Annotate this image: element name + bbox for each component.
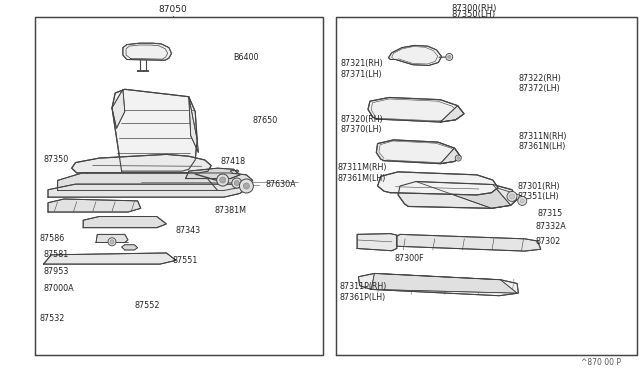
Text: 87532: 87532 xyxy=(40,314,65,323)
Text: 87311N(RH)
87361N(LH): 87311N(RH) 87361N(LH) xyxy=(518,132,567,151)
Polygon shape xyxy=(357,234,397,251)
Text: 87050: 87050 xyxy=(159,5,187,14)
Polygon shape xyxy=(398,182,517,208)
Polygon shape xyxy=(371,273,517,293)
Circle shape xyxy=(457,157,460,159)
Circle shape xyxy=(243,183,250,189)
Text: 87322(RH)
87372(LH): 87322(RH) 87372(LH) xyxy=(518,74,561,93)
Polygon shape xyxy=(44,253,176,264)
Circle shape xyxy=(507,192,517,201)
Text: 87551: 87551 xyxy=(173,256,198,265)
Circle shape xyxy=(220,177,226,183)
Text: 87311P(RH)
87361P(LH): 87311P(RH) 87361P(LH) xyxy=(339,282,387,302)
Circle shape xyxy=(448,55,451,58)
Text: 87311M(RH)
87361M(LH): 87311M(RH) 87361M(LH) xyxy=(337,163,387,183)
Text: B6400: B6400 xyxy=(234,53,259,62)
Text: 87302: 87302 xyxy=(535,237,560,246)
Text: 87343: 87343 xyxy=(176,226,201,235)
Polygon shape xyxy=(368,97,464,122)
Polygon shape xyxy=(112,89,197,171)
Circle shape xyxy=(110,240,114,244)
Text: 87630A: 87630A xyxy=(266,180,296,189)
Text: 87552: 87552 xyxy=(134,301,160,310)
Polygon shape xyxy=(388,45,442,65)
Polygon shape xyxy=(48,199,141,212)
Text: 87381M: 87381M xyxy=(214,206,246,215)
Circle shape xyxy=(234,180,239,186)
Polygon shape xyxy=(48,184,250,197)
Circle shape xyxy=(217,174,228,186)
Text: 87315: 87315 xyxy=(538,209,563,218)
Polygon shape xyxy=(96,234,128,243)
Text: 87000A: 87000A xyxy=(44,284,74,293)
Polygon shape xyxy=(378,172,498,195)
Circle shape xyxy=(518,196,527,205)
Circle shape xyxy=(108,238,116,246)
Text: 87332A: 87332A xyxy=(535,222,566,231)
Polygon shape xyxy=(440,106,464,122)
Polygon shape xyxy=(440,148,461,164)
Polygon shape xyxy=(376,140,461,164)
Polygon shape xyxy=(122,245,138,250)
Polygon shape xyxy=(72,154,211,173)
Polygon shape xyxy=(416,182,511,208)
Polygon shape xyxy=(58,173,253,190)
Polygon shape xyxy=(189,97,198,153)
Text: 87300F: 87300F xyxy=(395,254,424,263)
Text: ^870 00 P: ^870 00 P xyxy=(581,358,621,367)
Text: 87321(RH)
87371(LH): 87321(RH) 87371(LH) xyxy=(340,59,383,78)
Text: 87418: 87418 xyxy=(221,157,246,166)
Polygon shape xyxy=(143,70,148,71)
Text: 87300(RH): 87300(RH) xyxy=(451,4,496,13)
Circle shape xyxy=(509,194,515,199)
Polygon shape xyxy=(123,43,172,60)
Polygon shape xyxy=(112,89,125,128)
Text: 87650: 87650 xyxy=(253,116,278,125)
Circle shape xyxy=(446,54,452,60)
Text: 87581: 87581 xyxy=(44,250,68,259)
Polygon shape xyxy=(83,217,166,228)
Polygon shape xyxy=(397,234,541,251)
Circle shape xyxy=(455,155,461,161)
Text: 87350: 87350 xyxy=(44,155,68,164)
Polygon shape xyxy=(186,168,240,179)
Polygon shape xyxy=(358,273,518,296)
Polygon shape xyxy=(137,70,142,71)
Text: 87953: 87953 xyxy=(44,267,69,276)
Text: 87586: 87586 xyxy=(40,234,65,243)
Text: 87301(RH)
87351(LH): 87301(RH) 87351(LH) xyxy=(517,182,560,201)
Text: 87320(RH)
87370(LH): 87320(RH) 87370(LH) xyxy=(340,115,383,134)
Text: 87350(LH): 87350(LH) xyxy=(452,10,495,19)
Circle shape xyxy=(232,178,242,188)
Circle shape xyxy=(239,179,253,193)
Circle shape xyxy=(520,199,524,203)
